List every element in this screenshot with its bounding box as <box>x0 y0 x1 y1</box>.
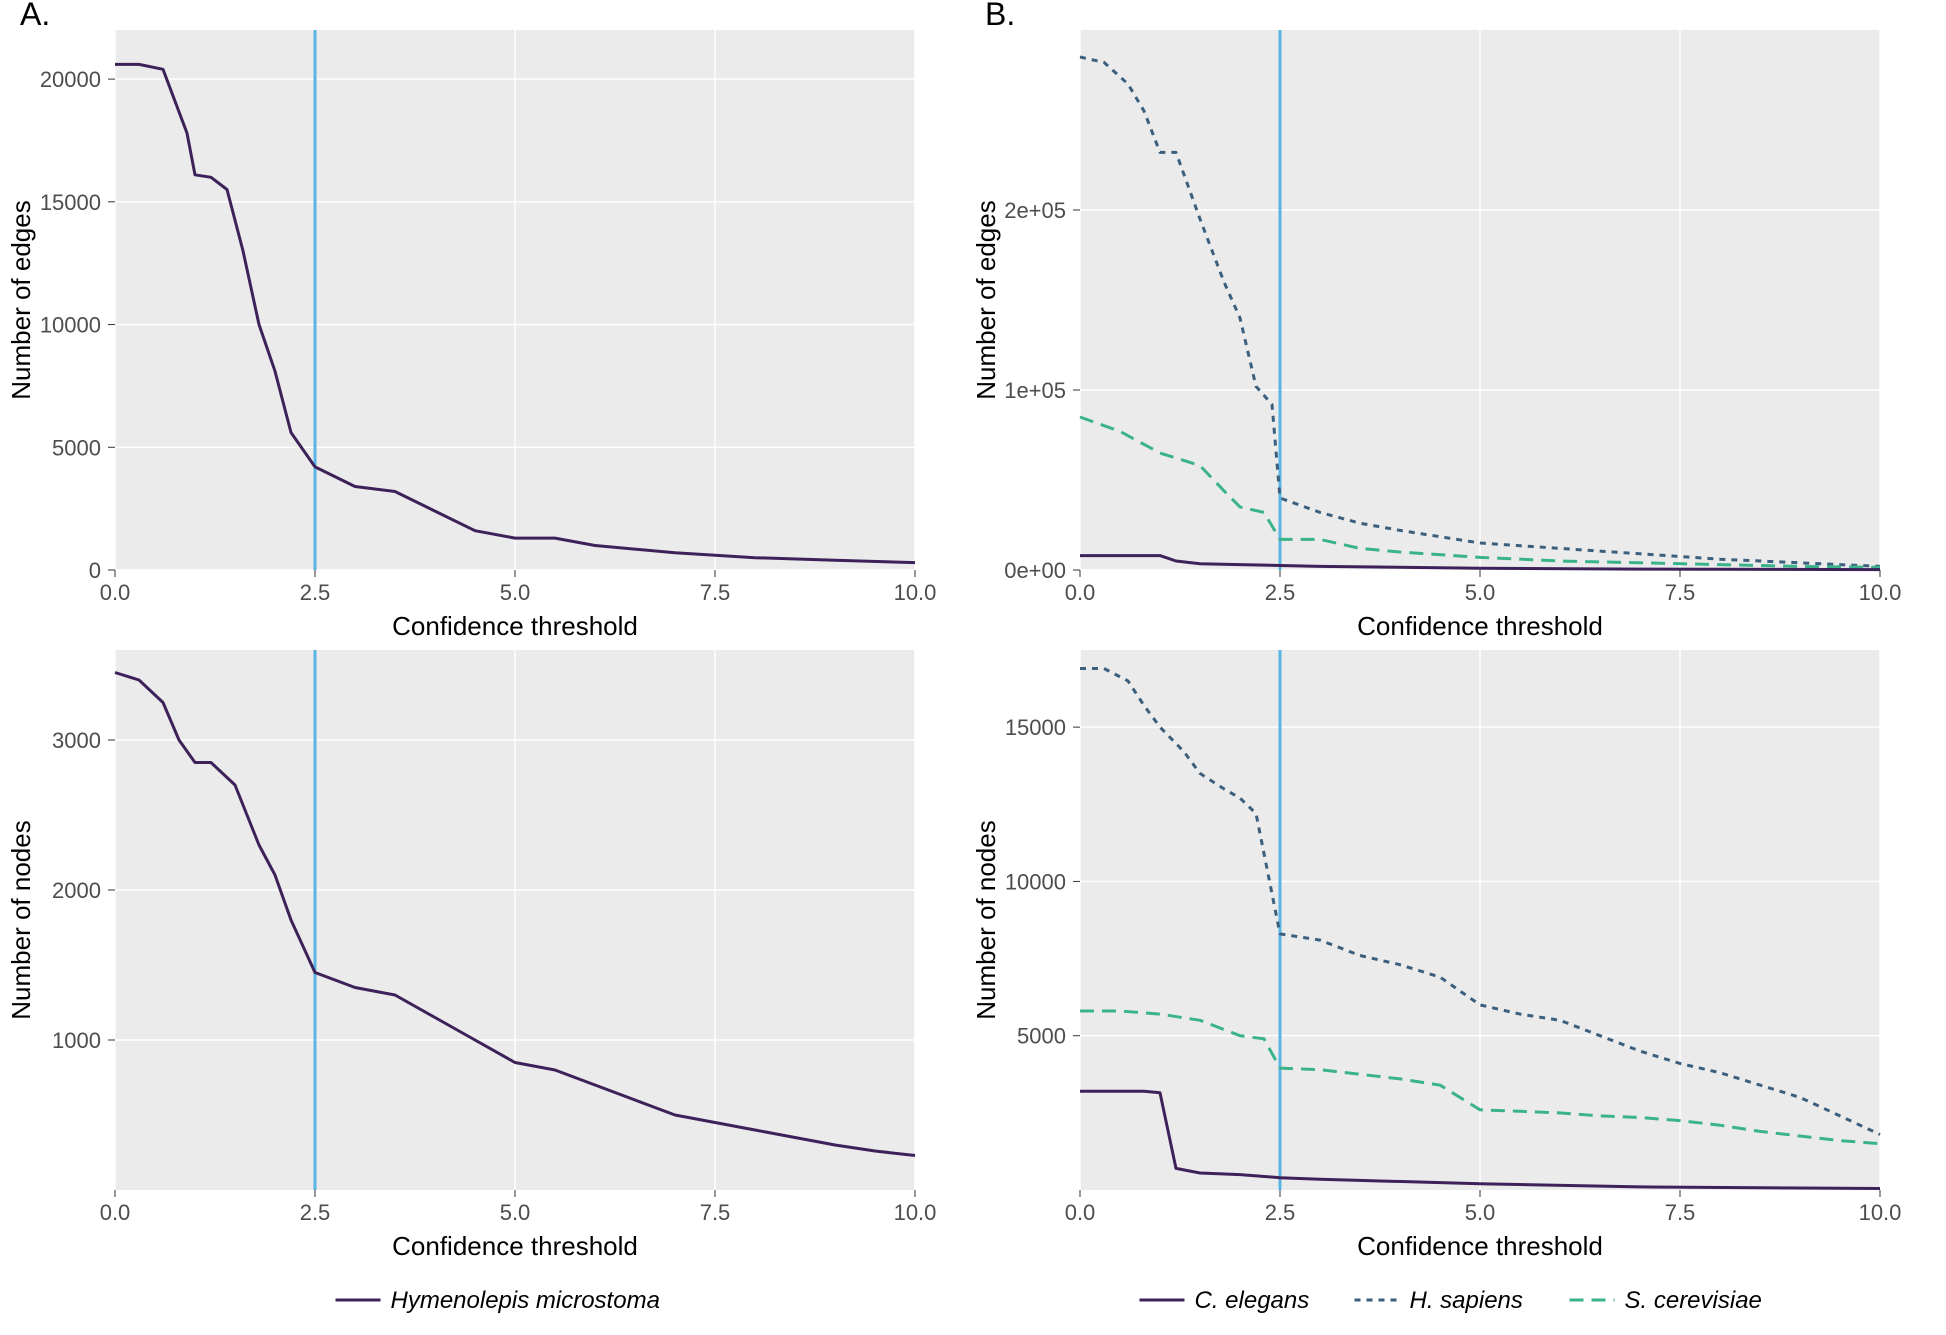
x-tick-label: 10.0 <box>1859 580 1902 605</box>
x-axis-title: Confidence threshold <box>392 611 638 641</box>
y-tick-label: 1000 <box>52 1028 101 1053</box>
panel-A_bottom: 0.0 2.5 5.0 7.5 10.0 1000 2000 3000 Confidence t… <box>6 650 936 1261</box>
y-axis-title: Number of edges <box>6 200 36 399</box>
x-axis-title: Confidence threshold <box>1357 611 1603 641</box>
figure-root: 0.0 2.5 5.0 7.5 10.0 0 5000 10000 15000 20000 Conf… <box>0 0 1946 1330</box>
y-tick-label: 15000 <box>40 190 101 215</box>
y-tick-label: 20000 <box>40 67 101 92</box>
y-axis-title: Number of nodes <box>6 820 36 1019</box>
x-tick-label: 10.0 <box>894 1200 937 1225</box>
y-tick-label: 5000 <box>52 435 101 460</box>
y-tick-label: 2000 <box>52 878 101 903</box>
y-tick-label: 2e+05 <box>1004 198 1066 223</box>
legend-left: Hymenolepis microstoma <box>336 1287 660 1314</box>
x-tick-label: 5.0 <box>1465 580 1496 605</box>
x-tick-label: 10.0 <box>894 580 937 605</box>
y-tick-label: 10000 <box>40 313 101 338</box>
y-tick-label: 0 <box>89 558 101 583</box>
x-tick-label: 2.5 <box>1265 580 1296 605</box>
y-tick-label: 5000 <box>1017 1024 1066 1049</box>
legend-label-hm: Hymenolepis microstoma <box>391 1287 660 1314</box>
panel-B_top: 0.0 2.5 5.0 7.5 10.0 0e+00 1e+05 2e+05 Confidenc… <box>971 0 1901 641</box>
panel-label: A. <box>20 0 50 32</box>
figure-svg: 0.0 2.5 5.0 7.5 10.0 0 5000 10000 15000 20000 Conf… <box>0 0 1946 1330</box>
x-tick-label: 0.0 <box>100 1200 131 1225</box>
y-tick-label: 15000 <box>1005 715 1066 740</box>
x-tick-label: 7.5 <box>1665 1200 1696 1225</box>
x-tick-label: 0.0 <box>100 580 131 605</box>
legend-label-ce: C. elegans <box>1195 1287 1310 1314</box>
x-tick-label: 7.5 <box>700 580 731 605</box>
x-tick-label: 5.0 <box>500 1200 531 1225</box>
y-tick-label: 10000 <box>1005 869 1066 894</box>
x-axis-title: Confidence threshold <box>1357 1231 1603 1261</box>
panel-label: B. <box>985 0 1015 32</box>
x-tick-label: 5.0 <box>1465 1200 1496 1225</box>
y-tick-label: 3000 <box>52 728 101 753</box>
x-tick-label: 0.0 <box>1065 580 1096 605</box>
x-tick-label: 5.0 <box>500 580 531 605</box>
x-tick-label: 0.0 <box>1065 1200 1096 1225</box>
x-tick-label: 7.5 <box>700 1200 731 1225</box>
panel-A_top: 0.0 2.5 5.0 7.5 10.0 0 5000 10000 15000 20000 Conf… <box>6 0 936 641</box>
x-axis-title: Confidence threshold <box>392 1231 638 1261</box>
legend-right: C. elegans H. sapiens S. cerevisiae <box>1140 1287 1762 1314</box>
legend-label-sc: S. cerevisiae <box>1625 1287 1762 1314</box>
x-tick-label: 10.0 <box>1859 1200 1902 1225</box>
x-tick-label: 2.5 <box>300 580 331 605</box>
y-tick-label: 0e+00 <box>1004 558 1066 583</box>
legend-label-hs: H. sapiens <box>1410 1287 1523 1314</box>
x-tick-label: 7.5 <box>1665 580 1696 605</box>
y-axis-title: Number of edges <box>971 200 1001 399</box>
y-axis-title: Number of nodes <box>971 820 1001 1019</box>
panel-B_bottom: 0.0 2.5 5.0 7.5 10.0 5000 10000 15000 Confidence… <box>971 650 1901 1261</box>
x-tick-label: 2.5 <box>1265 1200 1296 1225</box>
x-tick-label: 2.5 <box>300 1200 331 1225</box>
y-tick-label: 1e+05 <box>1004 378 1066 403</box>
